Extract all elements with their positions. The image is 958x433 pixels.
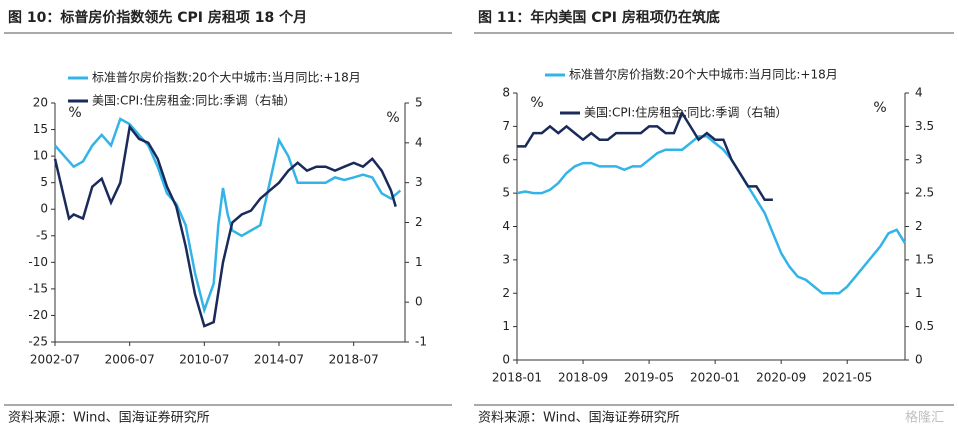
chart-title: 图 11：年内美国 CPI 房租项仍在筑底 — [478, 9, 720, 26]
y-tick-label: 8 — [502, 86, 510, 100]
chart-title: 图 10：标普房价指数领先 CPI 房租项 18 个月 — [8, 9, 307, 26]
y-tick-label: 15 — [33, 122, 48, 136]
x-tick-label: 2010-07 — [179, 353, 229, 367]
x-tick-label: 2021-05 — [822, 371, 872, 385]
y-tick-label: 5 — [40, 175, 48, 189]
y2-tick-label: 2 — [415, 215, 423, 229]
y-axis-label: % — [68, 105, 81, 121]
y-tick-label: -15 — [28, 281, 48, 295]
series-line — [54, 117, 402, 315]
y2-axis-label: % — [386, 110, 399, 126]
y-tick-label: -5 — [36, 228, 48, 242]
x-tick-label: 2018-01 — [492, 371, 542, 385]
y2-axis-label: % — [873, 100, 886, 116]
y2-tick-label: 3.5 — [915, 119, 934, 133]
y2-tick-label: 4 — [915, 86, 923, 100]
y-tick-label: 6 — [502, 152, 510, 166]
y2-tick-label: 2.5 — [915, 186, 934, 200]
watermark: 格隆汇 — [905, 410, 944, 426]
series-line — [53, 123, 397, 328]
y-tick-label: 1 — [502, 319, 510, 333]
y-tick-label: 0 — [40, 202, 48, 216]
y-tick-label: -10 — [28, 255, 48, 269]
legend-label: 标准普尔房价指数:20个大中城市:当月同比:+18月 — [569, 67, 838, 82]
y2-tick-label: -1 — [415, 335, 427, 349]
y-tick-label: -20 — [28, 308, 48, 322]
x-tick-label: 2014-07 — [254, 353, 304, 367]
y-tick-label: 10 — [33, 149, 48, 163]
series-line — [516, 135, 907, 295]
y2-tick-label: 3 — [915, 152, 923, 166]
x-tick-label: 2018-07 — [329, 353, 379, 367]
x-tick-label: 2006-07 — [105, 353, 155, 367]
legend-label: 标准普尔房价指数:20个大中城市:当月同比:+18月 — [92, 70, 361, 85]
y2-tick-label: 4 — [415, 135, 423, 149]
y2-tick-label: 1 — [915, 286, 923, 300]
source: 资料来源：Wind、国海证券研究所 — [478, 410, 680, 426]
source: 资料来源：Wind、国海证券研究所 — [8, 410, 210, 426]
x-tick-label: 2020-09 — [756, 371, 806, 385]
x-tick-label: 2018-09 — [558, 371, 608, 385]
y2-tick-label: 2 — [915, 219, 923, 233]
x-tick-label: 2019-05 — [624, 371, 674, 385]
y-tick-label: 0 — [502, 353, 510, 367]
x-tick-label: 2002-07 — [30, 353, 80, 367]
legend-label: 美国:CPI:住房租金:同比:季调（右轴） — [92, 93, 295, 108]
y2-tick-label: 1.5 — [915, 252, 934, 266]
y-tick-label: 2 — [502, 286, 510, 300]
legend-label: 美国:CPI:住房租金:同比:季调（右轴） — [584, 105, 787, 120]
series-line — [517, 110, 773, 202]
y2-tick-label: 0.5 — [915, 319, 934, 333]
y2-tick-label: 1 — [415, 255, 423, 269]
y-tick-label: 20 — [33, 96, 48, 110]
y-tick-label: 7 — [502, 119, 510, 133]
y2-tick-label: 5 — [415, 96, 423, 110]
y-axis-label: % — [530, 95, 543, 111]
x-tick-label: 2020-01 — [690, 371, 740, 385]
y2-tick-label: 0 — [915, 353, 923, 367]
y-tick-label: 4 — [502, 219, 510, 233]
y-tick-label: 5 — [502, 186, 510, 200]
y-tick-label: -25 — [28, 335, 48, 349]
y2-tick-label: 3 — [415, 175, 423, 189]
y2-tick-label: 0 — [415, 295, 423, 309]
y-tick-label: 3 — [502, 252, 510, 266]
